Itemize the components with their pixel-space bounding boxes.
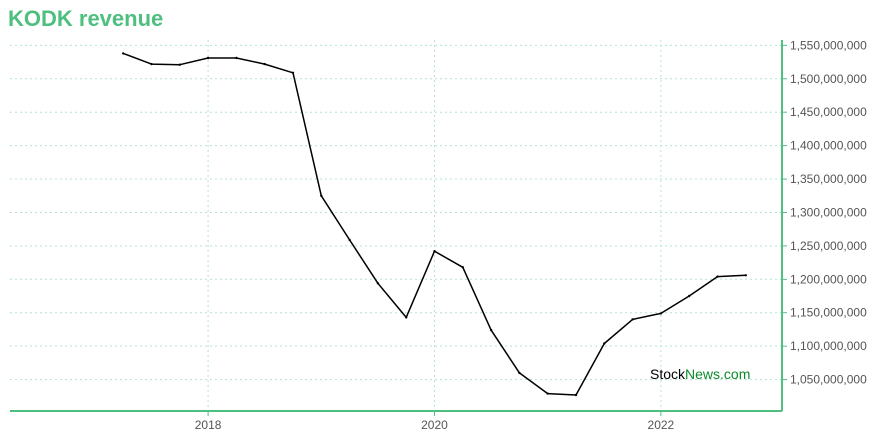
data-point — [546, 392, 549, 395]
data-point — [716, 275, 719, 278]
data-point — [348, 238, 351, 242]
revenue-series-line — [122, 52, 746, 396]
data-point — [688, 294, 691, 298]
y-tick-label: 1,400,000,000 — [790, 139, 867, 153]
data-point — [291, 71, 295, 75]
series-layer — [122, 52, 747, 397]
data-point — [320, 194, 323, 197]
y-tick-label: 1,450,000,000 — [790, 105, 867, 119]
y-tick-label: 1,050,000,000 — [790, 373, 867, 387]
data-point — [405, 316, 408, 319]
y-tick-label: 1,350,000,000 — [790, 172, 867, 186]
y-tick-label: 1,300,000,000 — [790, 205, 867, 219]
x-tick-label: 2020 — [421, 418, 448, 432]
x-tick-label: 2022 — [648, 418, 675, 432]
data-point — [376, 282, 380, 285]
data-point — [433, 250, 436, 253]
tick-labels: 1,050,000,000 1,100,000,000 1,150,000,000 1… — [195, 38, 867, 432]
y-tick-label: 1,200,000,000 — [790, 272, 867, 286]
axes — [10, 40, 787, 416]
watermark: StockNews.com — [650, 366, 750, 382]
watermark-stock: Stock — [650, 366, 686, 382]
gridlines — [10, 40, 782, 411]
data-point — [178, 63, 181, 66]
x-tick-label: 2018 — [195, 418, 222, 432]
data-point — [574, 393, 578, 397]
data-point — [150, 62, 153, 66]
watermark-news: News.com — [685, 366, 750, 382]
data-point — [461, 266, 464, 269]
y-tick-label: 1,550,000,000 — [790, 38, 867, 52]
data-point — [744, 274, 747, 277]
y-tick-label: 1,500,000,000 — [790, 72, 867, 86]
data-point — [263, 62, 266, 66]
data-point — [235, 56, 238, 60]
data-point — [518, 371, 521, 375]
chart-title: KODK revenue — [8, 6, 164, 31]
data-point — [122, 52, 125, 55]
y-tick-label: 1,150,000,000 — [790, 306, 867, 320]
data-point — [603, 342, 606, 345]
data-point — [659, 312, 663, 315]
data-point — [206, 56, 210, 60]
data-point — [489, 328, 493, 332]
y-tick-label: 1,100,000,000 — [790, 339, 867, 353]
data-point — [631, 318, 634, 321]
y-tick-label: 1,250,000,000 — [790, 239, 867, 253]
